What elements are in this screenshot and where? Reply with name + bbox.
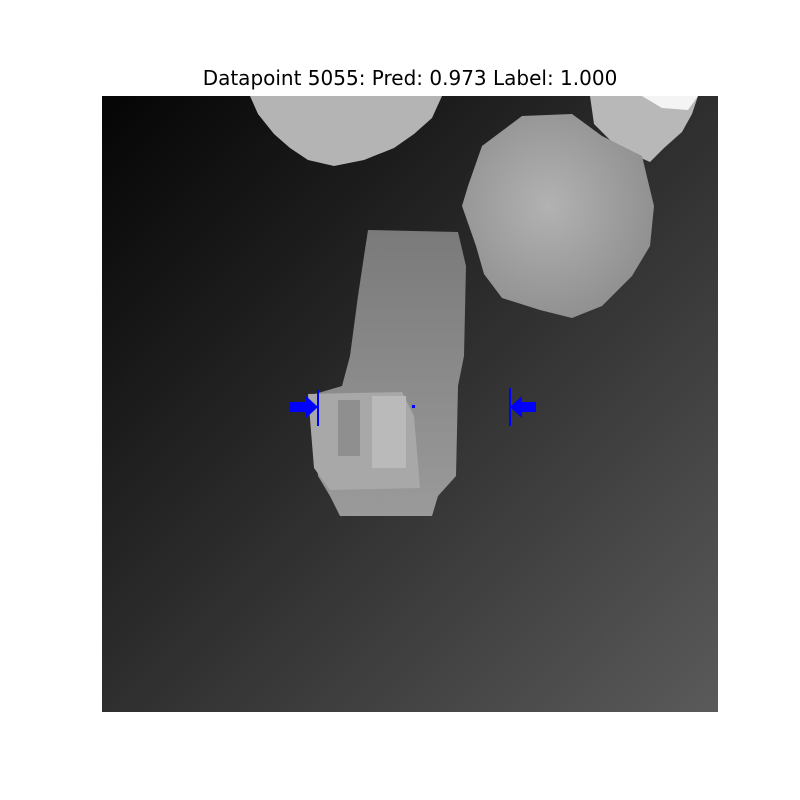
top-object [250,96,442,166]
bracket-notch-left [338,400,360,456]
bracket-notch-right [372,396,406,468]
corner-object [590,96,698,162]
depth-image [102,96,718,712]
grasp-center-point [412,405,415,408]
round-object [462,114,654,318]
grasp-right-arrow [510,396,536,418]
grasp-marker [290,388,536,426]
corner-object-highlight [642,96,698,110]
depth-image-canvas [102,96,718,712]
figure-title: Datapoint 5055: Pred: 0.973 Label: 1.000 [202,66,618,90]
grasp-left-arrow [290,396,318,418]
